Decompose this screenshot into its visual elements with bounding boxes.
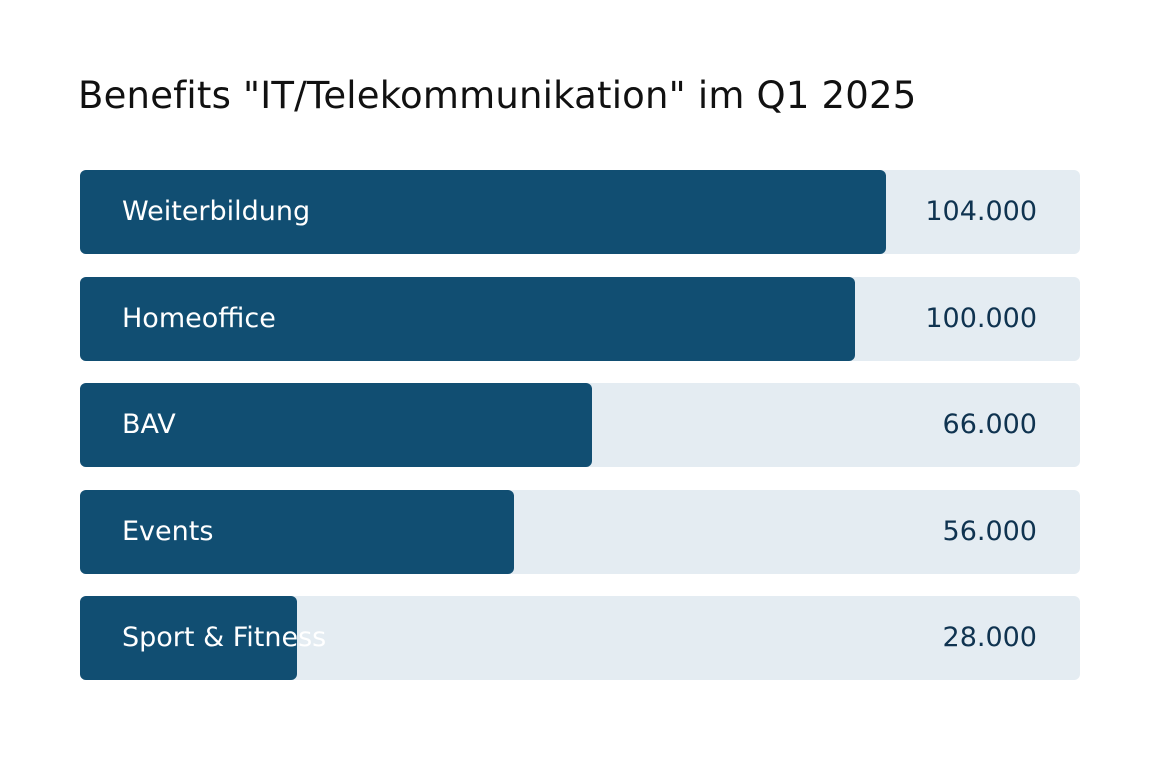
bar-row: Sport & Fitness 28.000: [80, 596, 1080, 680]
bar-value-label: 56.000: [942, 515, 1037, 547]
bar-label: Sport & Fitness: [122, 622, 327, 653]
bar-row: BAV 66.000: [80, 383, 1080, 467]
bar-rows: Weiterbildung 104.000 Homeoffice 100.000 BAV…: [80, 170, 1080, 703]
bar-label: Weiterbildung: [122, 196, 311, 227]
chart-title: Benefits "IT/Telekommunikation" im Q1 20…: [78, 74, 917, 117]
bar-label: Events: [122, 515, 214, 547]
bar-label: BAV: [122, 409, 176, 440]
bar: [80, 596, 297, 680]
bar-value-label: 104.000: [925, 196, 1037, 227]
bar-value-label: 66.000: [942, 409, 1037, 440]
bar-value-label: 100.000: [925, 302, 1037, 334]
bar-row: Events 56.000: [80, 489, 1080, 574]
bar-value-label: 28.000: [942, 622, 1037, 653]
bar-row: Homeoffice 100.000: [80, 276, 1080, 361]
bar: [80, 276, 855, 361]
bar-label: Homeoffice: [122, 302, 276, 334]
bar: [80, 383, 592, 467]
bar: [80, 489, 514, 574]
bar: [80, 170, 886, 254]
bar-row: Weiterbildung 104.000: [80, 170, 1080, 254]
